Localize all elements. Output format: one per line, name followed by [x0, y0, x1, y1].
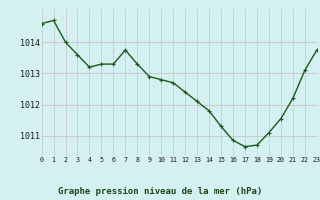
- Text: Graphe pression niveau de la mer (hPa): Graphe pression niveau de la mer (hPa): [58, 187, 262, 196]
